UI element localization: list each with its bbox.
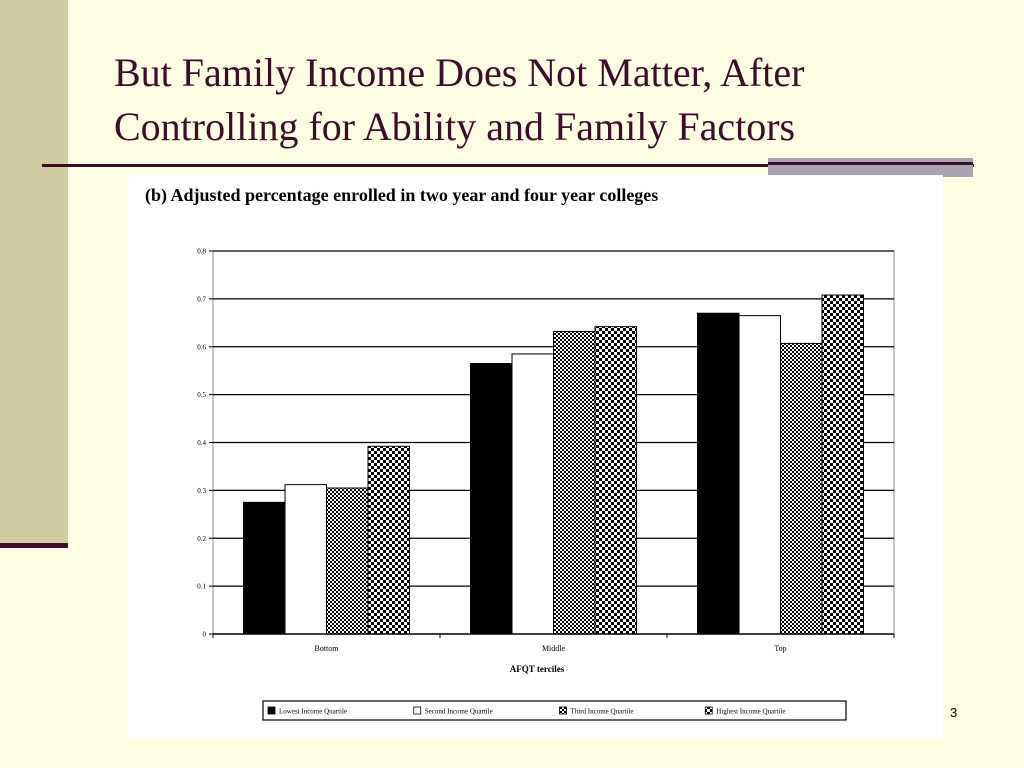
y-tick-label: 0.3 [197, 487, 206, 495]
y-tick-label: 0.8 [197, 248, 206, 256]
legend-label-1: Second Income Quartile [425, 708, 493, 716]
legend-label-2: Third Income Quartile [571, 708, 634, 716]
corner-accent-stripe [768, 158, 973, 177]
chart-legend: Lowest Income Quartile Second Income Quar… [262, 700, 847, 721]
bar-0-3 [367, 445, 410, 635]
left-bar-underline [0, 543, 68, 548]
slide-title-line-2: Controlling for Ability and Family Facto… [114, 104, 796, 149]
chart-title: (b) Adjusted percentage enrolled in two … [145, 185, 658, 206]
bar-0-0 [243, 501, 286, 635]
y-tick-label: 0.6 [197, 343, 206, 351]
bar-2-3 [821, 294, 864, 635]
title-divider [42, 164, 974, 167]
y-tick-label: 0.4 [197, 439, 206, 447]
x-axis-label: AFQT terciles [510, 664, 565, 674]
slide-title: But Family Income Does Not Matter, After… [114, 46, 974, 154]
legend-swatch-3 [704, 706, 713, 715]
legend-swatch-1 [413, 706, 422, 715]
bar-0-2 [326, 487, 369, 635]
bar-2-1 [738, 315, 781, 635]
bar-2-0 [697, 312, 740, 635]
slide-number: 3 [950, 705, 958, 720]
legend-swatch-0 [267, 706, 276, 715]
x-tick-label: Top [774, 644, 786, 653]
left-accent-bar [0, 0, 68, 545]
bar-1-2 [553, 330, 596, 635]
y-tick-label: 0.1 [197, 583, 206, 591]
chart-panel: (b) Adjusted percentage enrolled in two … [128, 175, 943, 738]
bar-chart: (b) Adjusted percentage enrolled in two … [145, 185, 895, 721]
bar-1-0 [470, 363, 513, 635]
x-tick-label: Bottom [314, 644, 339, 653]
bar-0-1 [284, 484, 327, 635]
legend-swatch-2 [559, 706, 567, 715]
x-tick-label: Middle [542, 644, 566, 653]
y-tick-label: 0.7 [197, 295, 206, 303]
legend-label-3: Highest Income Quartile [716, 708, 785, 716]
y-tick-label: 0.2 [197, 535, 206, 543]
bar-1-1 [511, 353, 554, 635]
bar-2-2 [780, 342, 823, 635]
legend-label-0: Lowest Income Quartile [279, 708, 347, 716]
y-tick-label: 0.5 [197, 391, 206, 399]
slide-title-line-1: But Family Income Does Not Matter, After [114, 50, 805, 95]
legend-box [262, 700, 847, 721]
bar-1-3 [594, 326, 637, 635]
y-tick-label: 0 [203, 631, 207, 639]
